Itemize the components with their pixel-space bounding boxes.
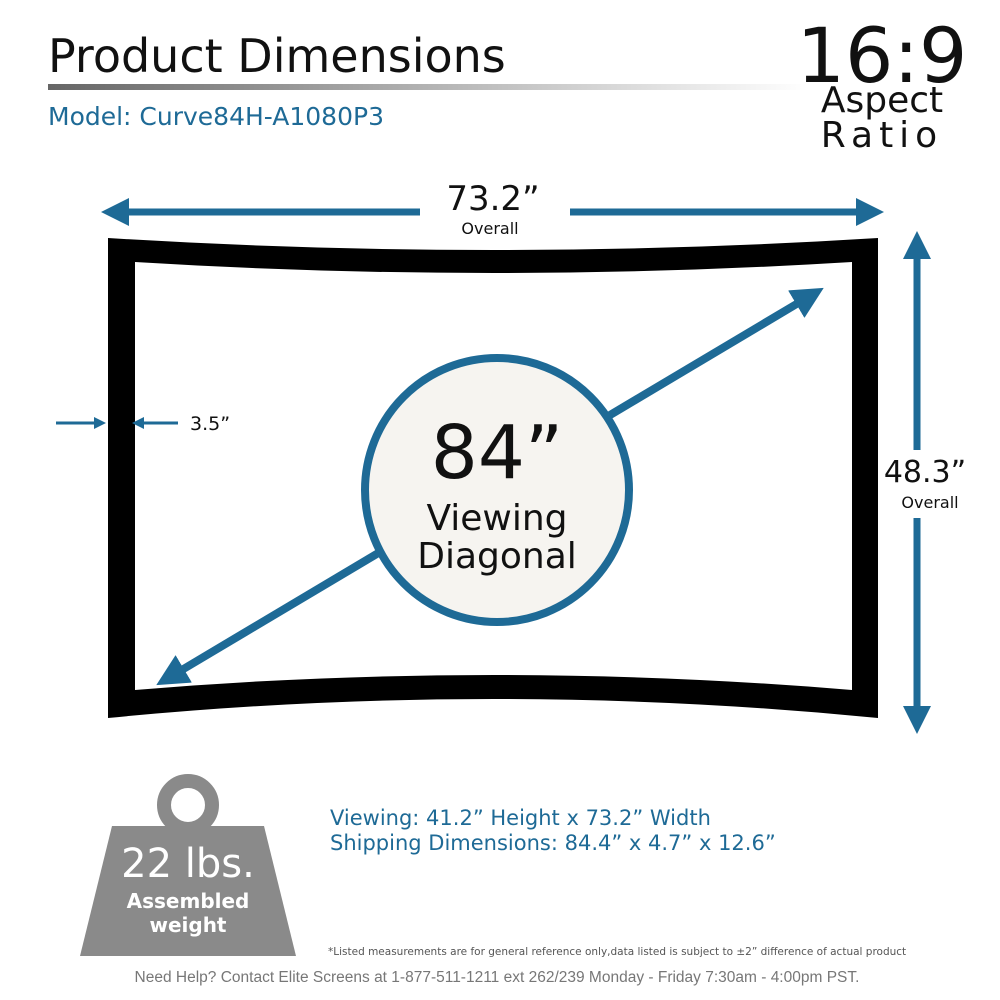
frame-value: 3.5” — [190, 413, 230, 435]
width-label: Overall — [461, 219, 518, 238]
weight-label: Assembled — [127, 889, 250, 913]
diagonal-badge — [361, 354, 633, 626]
width-value: 73.2” — [446, 179, 539, 219]
aspect-ratio: 16:9 — [797, 11, 968, 100]
spec-line: Viewing: 41.2” Height x 73.2” Width — [330, 806, 711, 830]
diagonal-value: 84” — [431, 410, 564, 496]
title-rule — [48, 84, 808, 90]
weight-icon — [80, 826, 296, 956]
weight-label: weight — [149, 913, 226, 937]
weight-value: 22 lbs. — [121, 841, 255, 887]
weight-ring — [157, 774, 219, 836]
height-label: Overall — [901, 493, 958, 512]
model: Model: Curve84H-A1080P3 — [48, 102, 384, 131]
spec-line: Shipping Dimensions: 84.4” x 4.7” x 12.6… — [330, 831, 776, 855]
aspect-label: Ratio — [821, 115, 943, 156]
aspect-label: Aspect — [821, 80, 943, 121]
title: Product Dimensions — [48, 29, 506, 83]
height-label-bg — [885, 450, 965, 518]
disclaimer: *Listed measurements are for general ref… — [328, 946, 906, 958]
footer: Need Help? Contact Elite Screens at 1-87… — [135, 969, 860, 986]
diagonal-label: Viewing — [426, 498, 567, 539]
diagonal-label: Diagonal — [417, 536, 577, 577]
height-value: 48.3” — [884, 455, 966, 490]
